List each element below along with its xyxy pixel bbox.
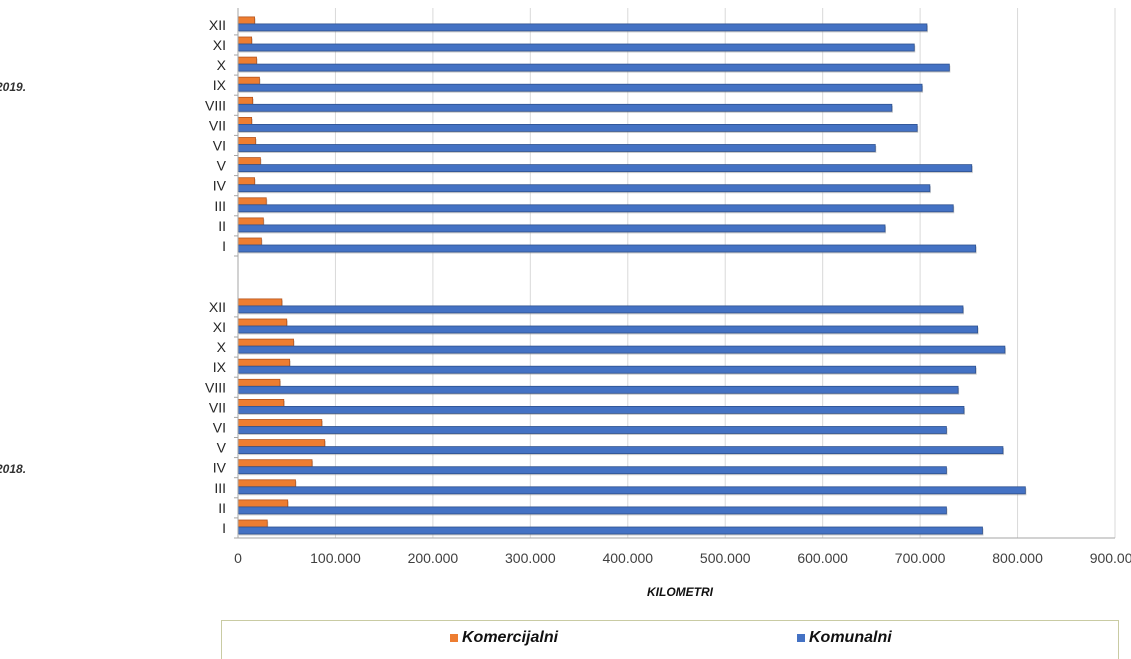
bar-komercijalni: [237, 499, 289, 508]
bar-komercijalni: [237, 76, 260, 85]
bar-komercijalni: [237, 439, 326, 448]
category-label: VIII: [205, 379, 226, 395]
category-label: II: [218, 500, 226, 516]
bar-komercijalni: [237, 459, 313, 468]
category-label: I: [222, 238, 226, 254]
bar-komunalni: [237, 486, 1026, 495]
bar-komercijalni: [237, 137, 256, 145]
bar-komercijalni: [237, 177, 255, 186]
bar-komunalni: [237, 43, 915, 52]
bar-komunalni: [237, 244, 977, 253]
group-label: 2018.: [0, 462, 26, 476]
x-tick-label: 700.000: [895, 550, 946, 566]
bar-komunalni: [237, 224, 886, 233]
bar-komunalni: [237, 83, 923, 92]
category-label: X: [217, 339, 227, 355]
bar-komercijalni: [237, 157, 261, 166]
bar-komunalni: [237, 144, 876, 152]
x-tick-label: 500.000: [700, 550, 751, 566]
bar-komercijalni: [237, 358, 291, 367]
x-tick-label: 600.000: [797, 550, 848, 566]
bar-komercijalni: [237, 217, 264, 226]
bar-komercijalni: [237, 378, 281, 387]
bar-komunalni: [237, 365, 977, 374]
category-label: IV: [213, 460, 227, 476]
gridlines: [237, 8, 1116, 538]
bar-komunalni: [237, 103, 893, 112]
category-label: III: [214, 198, 226, 214]
legend-item-komunalni: Komunalni: [797, 629, 892, 647]
bar-komunalni: [237, 164, 973, 173]
x-tick-label: 0: [234, 550, 242, 566]
bar-komercijalni: [237, 298, 283, 307]
x-axis-title: KILOMETRI: [647, 585, 714, 599]
bar-komercijalni: [237, 398, 285, 407]
category-label: IX: [213, 359, 227, 375]
bar-komunalni: [237, 426, 947, 434]
bar-komunalni: [237, 405, 965, 414]
bar-komunalni: [237, 325, 979, 334]
bar-komercijalni: [237, 117, 253, 125]
bar-komunalni: [237, 63, 950, 72]
legend-label-komercijalni: Komercijalni: [462, 629, 559, 646]
bar-komunalni: [237, 184, 931, 193]
legend-swatch-komercijalni: [450, 634, 458, 642]
x-tick-label: 400.000: [602, 550, 653, 566]
bar-komercijalni: [237, 237, 262, 246]
bar-komunalni: [237, 446, 1004, 455]
bar-komercijalni: [237, 318, 288, 327]
category-label: VII: [209, 399, 226, 415]
category-label: IX: [213, 77, 227, 93]
bar-komercijalni: [237, 96, 254, 105]
x-tick-label: 200.000: [408, 550, 459, 566]
x-tick-label: 100.000: [310, 550, 361, 566]
bar-komercijalni: [237, 36, 253, 45]
bar-komunalni: [237, 506, 947, 515]
category-label: XII: [209, 299, 226, 315]
bar-komunalni: [237, 23, 928, 32]
bar-komunalni: [237, 385, 959, 394]
bar-komunalni: [237, 204, 954, 213]
legend-label-komunalni: Komunalni: [809, 629, 892, 646]
category-label: III: [214, 480, 226, 496]
axes: [234, 8, 1115, 539]
bars: [237, 16, 1027, 536]
category-label: VI: [213, 138, 226, 154]
legend-swatch-komunalni: [797, 634, 805, 642]
bar-komercijalni: [237, 338, 294, 347]
category-label: II: [218, 218, 226, 234]
category-label: V: [217, 440, 227, 456]
x-tick-label: 800.000: [992, 550, 1043, 566]
category-label: XI: [213, 37, 226, 53]
group-label: 2019.: [0, 80, 26, 94]
bar-komunalni: [237, 345, 1006, 354]
category-label: X: [217, 57, 227, 73]
bar-komercijalni: [237, 56, 257, 65]
category-label: V: [217, 158, 227, 174]
legend-item-komercijalni: Komercijalni: [450, 629, 558, 647]
bar-komunalni: [237, 305, 964, 314]
category-label: I: [222, 520, 226, 536]
category-label: VIII: [205, 97, 226, 113]
legend: Komercijalni Komunalni: [221, 620, 1119, 659]
bar-komercijalni: [237, 479, 296, 488]
labels: 0 100.000 200.000 300.000 400.000 500.000 600.…: [0, 17, 1131, 599]
category-label: VII: [209, 117, 226, 133]
category-label: XI: [213, 319, 226, 335]
category-label: IV: [213, 178, 227, 194]
category-label: XII: [209, 17, 226, 33]
bar-komercijalni: [237, 519, 268, 528]
bar-komunalni: [237, 526, 983, 535]
x-tick-label: 300.000: [505, 550, 556, 566]
category-label: VI: [213, 420, 226, 436]
bar-komunalni: [237, 124, 918, 132]
bar-komercijalni: [237, 197, 267, 206]
x-tick-label: 900.000: [1090, 550, 1131, 566]
bar-komercijalni: [237, 16, 255, 25]
bar-komunalni: [237, 466, 947, 475]
bar-komercijalni: [237, 419, 323, 427]
